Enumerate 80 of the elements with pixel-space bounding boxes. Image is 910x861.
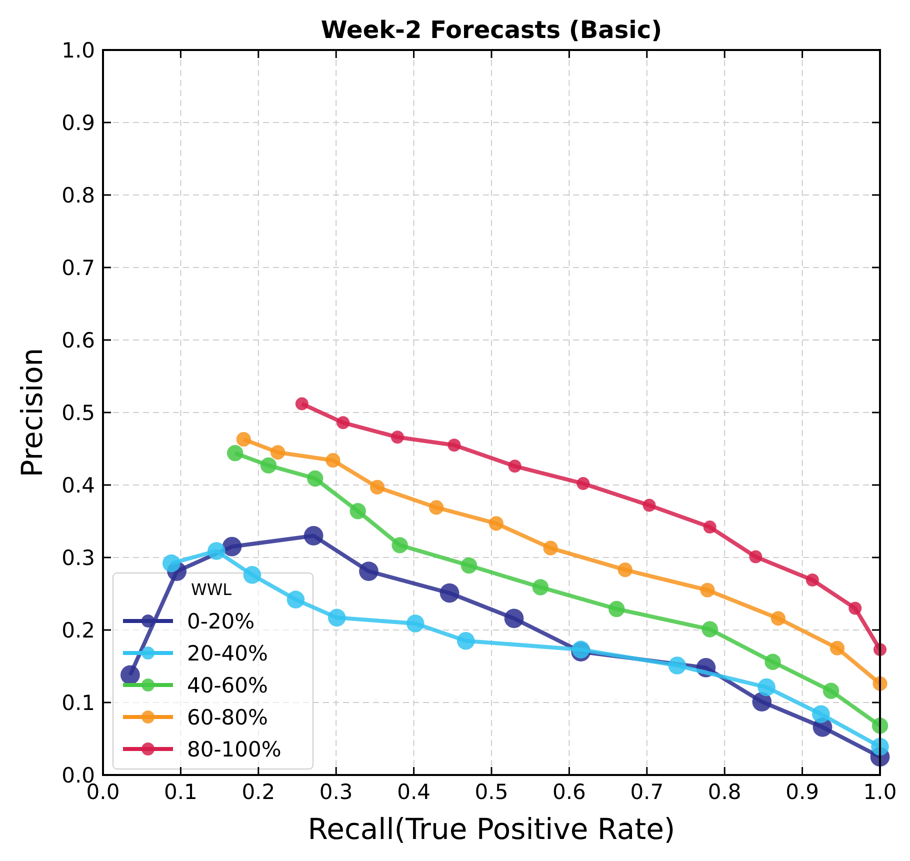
point xyxy=(702,621,718,638)
y-tick-label: 0.5 xyxy=(62,400,95,425)
legend-label: 60-80% xyxy=(187,705,268,730)
point xyxy=(488,516,504,531)
legend-label: 20-40% xyxy=(187,641,268,666)
y-tick-label: 0.3 xyxy=(62,546,95,570)
chart-title: Week-2 Forecasts (Basic) xyxy=(320,16,662,44)
point xyxy=(208,542,226,560)
point xyxy=(806,573,819,586)
point xyxy=(307,470,324,487)
point xyxy=(543,540,558,556)
point xyxy=(576,477,590,490)
point xyxy=(350,503,366,520)
point xyxy=(226,445,244,462)
point xyxy=(532,579,549,596)
x-axis-title: Recall(True Positive Rate) xyxy=(308,812,676,846)
point xyxy=(668,656,686,674)
point xyxy=(359,562,378,581)
point xyxy=(572,640,590,658)
point xyxy=(390,430,404,444)
point xyxy=(236,432,251,447)
point xyxy=(700,582,715,598)
point xyxy=(822,682,840,699)
legend-title: WWL xyxy=(191,580,232,599)
x-tick-label: 0.7 xyxy=(630,780,664,804)
x-tick-label: 0.5 xyxy=(474,780,508,804)
y-tick-label: 1.0 xyxy=(62,38,95,62)
point xyxy=(758,678,776,696)
point xyxy=(120,665,140,685)
point xyxy=(752,692,772,712)
x-tick-label: 0.6 xyxy=(552,780,586,804)
point xyxy=(392,537,408,554)
point xyxy=(243,566,262,584)
point xyxy=(764,654,781,670)
x-tick-label: 0.1 xyxy=(164,780,198,804)
point xyxy=(222,536,242,556)
x-tick-label: 0.9 xyxy=(786,780,820,804)
x-tick-label: 0.2 xyxy=(242,780,276,804)
point xyxy=(406,614,424,632)
y-axis-title: Precision xyxy=(15,348,49,478)
x-tick-label: 0.8 xyxy=(708,780,742,804)
point xyxy=(830,640,845,656)
x-tick-label: 0.3 xyxy=(319,780,353,804)
point xyxy=(812,705,830,723)
legend-label: 0-20% xyxy=(187,609,255,634)
point xyxy=(508,460,522,473)
point xyxy=(260,457,277,474)
point xyxy=(429,500,444,515)
point xyxy=(460,557,478,574)
x-tick-label: 1.0 xyxy=(863,780,897,804)
point xyxy=(703,520,716,534)
y-tick-label: 0.1 xyxy=(62,690,95,715)
point xyxy=(456,632,475,650)
point xyxy=(848,602,862,615)
x-tick-label: 0.4 xyxy=(397,780,431,804)
point xyxy=(336,416,350,430)
point xyxy=(286,590,305,608)
point xyxy=(328,608,346,627)
point xyxy=(608,600,625,618)
point xyxy=(448,438,461,452)
y-tick-label: 0.2 xyxy=(62,618,95,642)
point xyxy=(270,445,286,460)
y-tick-label: 0.6 xyxy=(62,328,95,352)
point xyxy=(326,453,340,468)
y-tick-label: 0.7 xyxy=(62,256,95,280)
legend-label: 80-100% xyxy=(187,737,282,762)
point xyxy=(370,480,385,494)
point xyxy=(295,397,308,410)
point xyxy=(504,608,524,628)
legend-label: 40-60% xyxy=(187,673,268,698)
point xyxy=(440,583,460,603)
point xyxy=(642,498,656,512)
point xyxy=(618,562,632,578)
point xyxy=(304,526,324,546)
y-tick-label: 0.9 xyxy=(62,110,95,135)
point xyxy=(162,554,180,572)
y-tick-label: 0.8 xyxy=(62,183,95,208)
y-tick-label: 0.4 xyxy=(62,473,95,498)
point xyxy=(770,611,786,626)
point xyxy=(749,550,762,564)
